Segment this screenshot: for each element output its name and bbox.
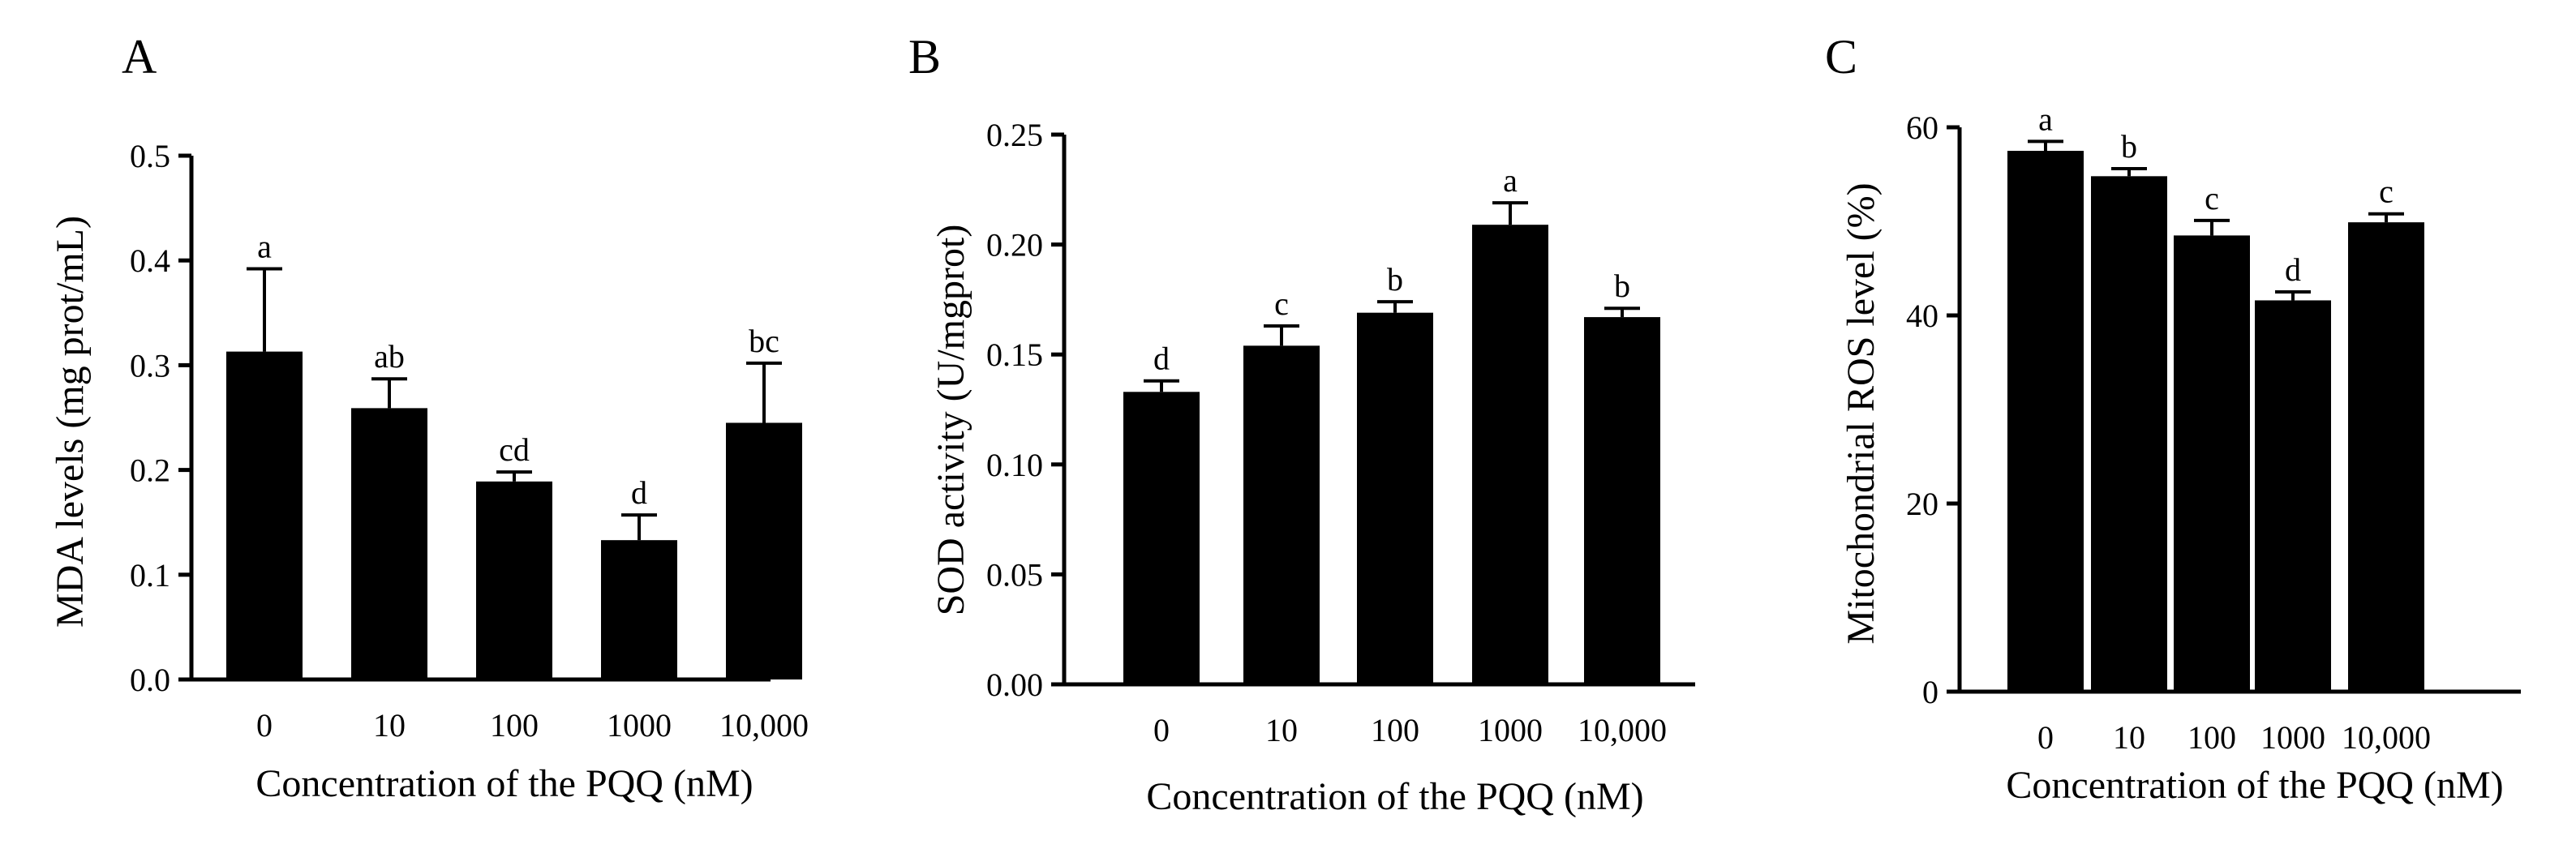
panel-a-bar	[726, 422, 802, 679]
panel-a-y-tick-label: 0.3	[130, 347, 170, 384]
panel-c-significance-label: c	[2379, 174, 2394, 210]
panel-b: B SOD activity (U/mgprot) Concentration …	[908, 30, 1695, 818]
panel-b-x-tick-label: 10	[1265, 712, 1298, 748]
panel-b-bar	[1472, 225, 1548, 684]
panel-b-significance-label: a	[1503, 162, 1518, 199]
panel-a-plot: 0.0 0.1 0.2 0.3 0.4 0.5 a 0 ab 10 cd 100 d 1000 bc 10,0…	[130, 138, 809, 744]
panel-a-significance-label: cd	[499, 431, 530, 468]
panel-b-letter: B	[908, 30, 941, 84]
panel-c-x-axis-title: Concentration of the PQQ (nM)	[2006, 764, 2503, 807]
panel-a-x-tick-label: 10,000	[719, 707, 809, 744]
panel-b-y-axis-title: SOD activity (U/mgprot)	[930, 225, 972, 616]
panel-b-significance-label: c	[1274, 285, 1289, 322]
panel-c-x-tick-label: 10	[2113, 719, 2145, 756]
panel-c-x-tick-label: 0	[2037, 719, 2054, 756]
panel-b-y-tick-label: 0.10	[986, 447, 1043, 483]
panel-b-x-tick-label: 0	[1153, 712, 1170, 748]
panel-b-bar	[1584, 317, 1660, 684]
panel-c-x-tick-label: 1000	[2260, 719, 2325, 756]
panel-c-bar	[2007, 151, 2084, 692]
panel-b-plot: 0.00 0.05 0.10 0.15 0.20 0.25 d 0 c 10 b 100 a 1000 b 1…	[986, 117, 1695, 748]
panel-c-bar	[2174, 235, 2250, 692]
panel-c-bar	[2348, 222, 2424, 692]
panel-a-x-tick-label: 1000	[607, 707, 672, 744]
panel-b-x-tick-label: 10,000	[1578, 712, 1667, 748]
panel-a-significance-label: ab	[374, 338, 405, 375]
panel-c-significance-label: c	[2205, 180, 2219, 216]
panel-c-x-tick-label: 100	[2187, 719, 2236, 756]
panel-a-x-tick-label: 10	[373, 707, 406, 744]
panel-b-significance-label: b	[1387, 261, 1403, 298]
panel-c-letter: C	[1825, 30, 1857, 84]
panel-a-x-tick-label: 0	[256, 707, 273, 744]
panel-c-significance-label: b	[2121, 128, 2137, 165]
panel-a-y-tick-label: 0.5	[130, 138, 170, 174]
panel-a-x-axis-title: Concentration of the PQQ (nM)	[255, 762, 753, 805]
panel-a-y-axis-title: MDA levels (mg prot/mL)	[49, 216, 92, 628]
panel-b-bar	[1243, 345, 1320, 684]
panel-b-y-tick-label: 0.20	[986, 227, 1043, 264]
panel-a-bar	[226, 351, 303, 679]
panel-a-significance-label: d	[631, 474, 647, 511]
panel-b-y-tick-label: 0.00	[986, 667, 1043, 703]
panel-a-significance-label: bc	[749, 323, 779, 359]
panel-b-y-tick-label: 0.25	[986, 117, 1043, 153]
panel-c-bar	[2091, 176, 2167, 692]
panel-b-y-tick-label: 0.15	[986, 336, 1043, 373]
panel-b-bar	[1357, 312, 1433, 684]
panel-c-bar	[2255, 300, 2331, 692]
panel-a-y-tick-label: 0.2	[130, 452, 170, 489]
panel-b-x-tick-label: 1000	[1478, 712, 1543, 748]
panel-a-x-tick-label: 100	[490, 707, 539, 744]
panel-c-y-tick-label: 0	[1922, 674, 1938, 710]
panel-c-significance-label: a	[2038, 101, 2053, 137]
panel-b-significance-label: b	[1614, 268, 1630, 304]
panel-a-y-tick-label: 0.4	[130, 242, 170, 279]
panel-c: C Mitochondrial ROS level (%) Concentrat…	[1825, 30, 2521, 807]
panel-b-x-tick-label: 100	[1371, 712, 1419, 748]
panel-b-bar	[1123, 392, 1200, 684]
panel-c-y-tick-label: 40	[1906, 298, 1938, 334]
panel-b-x-axis-title: Concentration of the PQQ (nM)	[1146, 775, 1643, 818]
panel-c-plot: 0 20 40 60 a 0 b 10 c 100 d 1000 c 10,000	[1906, 101, 2521, 756]
panel-a-letter: A	[122, 30, 157, 84]
panel-b-significance-label: d	[1153, 341, 1170, 377]
panel-a-bar	[351, 408, 427, 679]
panel-c-y-tick-label: 60	[1906, 109, 1938, 146]
panel-c-significance-label: d	[2285, 251, 2301, 288]
panel-a-significance-label: a	[257, 229, 272, 265]
panel-c-y-tick-label: 20	[1906, 486, 1938, 522]
panel-c-x-tick-label: 10,000	[2342, 719, 2431, 756]
panel-a-y-tick-label: 0.0	[130, 662, 170, 698]
panel-a-y-tick-label: 0.1	[130, 557, 170, 594]
panel-c-y-axis-title: Mitochondrial ROS level (%)	[1840, 182, 1883, 644]
panel-a-bar	[601, 540, 677, 679]
panel-a-bar	[476, 481, 552, 679]
panel-a: A MDA levels (mg prot/mL) Concentration …	[49, 30, 809, 805]
panel-b-y-tick-label: 0.05	[986, 556, 1043, 593]
